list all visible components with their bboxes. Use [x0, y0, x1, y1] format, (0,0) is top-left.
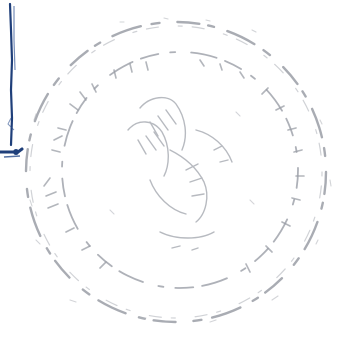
pen-mark [0, 2, 24, 158]
seal-outer-ring [24, 20, 328, 324]
seal-emblem [127, 97, 233, 251]
scan-noise [29, 17, 332, 323]
seal-inner-ring [61, 51, 299, 289]
seal-text-band [43, 59, 305, 273]
official-seal [24, 17, 332, 324]
